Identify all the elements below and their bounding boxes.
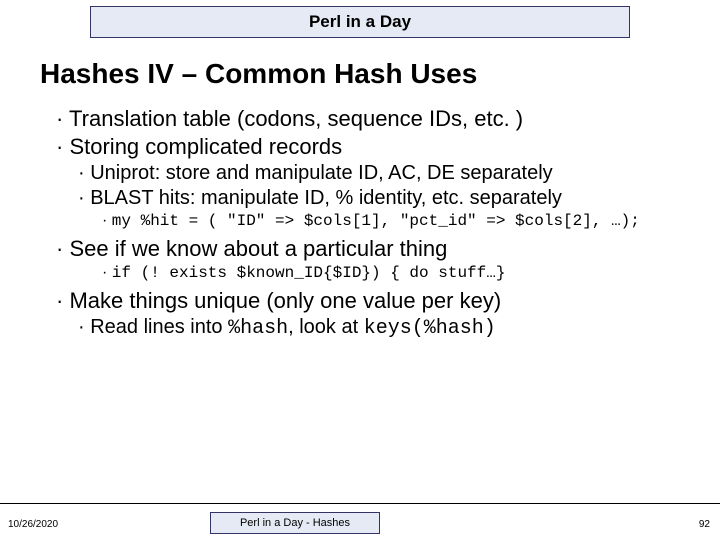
header-box: Perl in a Day <box>90 6 630 38</box>
bullet-unique: Make things unique (only one value per k… <box>50 288 700 314</box>
sub-readlines-pre: Read lines into <box>90 316 228 338</box>
sub-blast: BLAST hits: manipulate ID, % identity, e… <box>50 187 700 210</box>
bullet-translation: Translation table (codons, sequence IDs,… <box>50 106 700 132</box>
code-keys: keys(%hash) <box>364 317 496 340</box>
header-title: Perl in a Day <box>309 12 411 32</box>
code-exists: if (! exists $known_ID{$ID}) { do stuff…… <box>50 264 700 282</box>
bullet-storing: Storing complicated records <box>50 134 700 160</box>
code-hash: %hash <box>228 317 288 340</box>
footer-date: 10/26/2020 <box>8 519 58 530</box>
footer-center-box: Perl in a Day - Hashes <box>210 512 380 534</box>
slide-title: Hashes IV – Common Hash Uses <box>40 58 477 90</box>
slide-content: Translation table (codons, sequence IDs,… <box>50 106 700 342</box>
footer-center-text: Perl in a Day - Hashes <box>240 517 350 529</box>
sub-readlines-mid: , look at <box>288 316 364 338</box>
sub-readlines: Read lines into %hash, look at keys(%has… <box>50 316 700 340</box>
sub-uniprot: Uniprot: store and manipulate ID, AC, DE… <box>50 162 700 185</box>
footer-divider <box>0 503 720 504</box>
footer-page-number: 92 <box>699 519 710 530</box>
code-hit: my %hit = ( "ID" => $cols[1], "pct_id" =… <box>50 212 700 230</box>
bullet-see-if: See if we know about a particular thing <box>50 236 700 262</box>
